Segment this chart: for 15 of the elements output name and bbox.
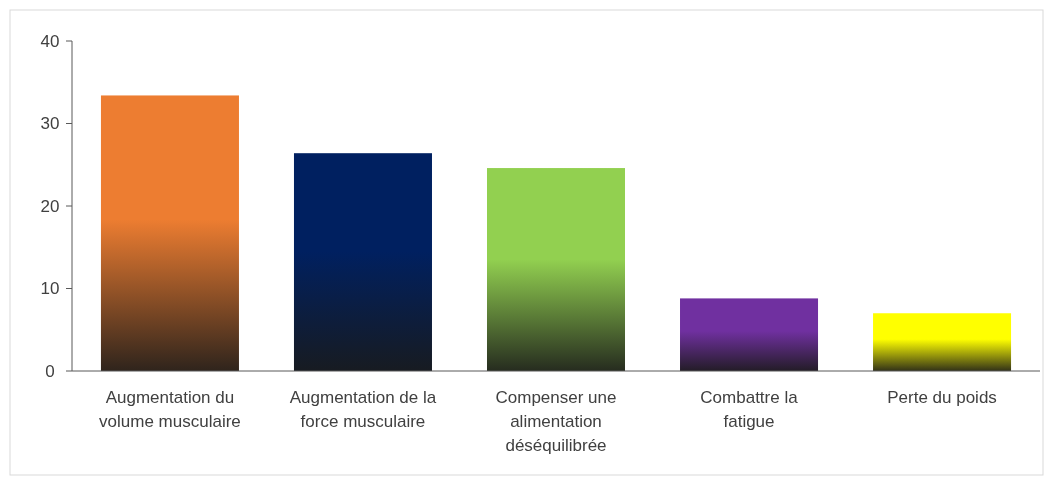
y-tick-label: 20 — [40, 196, 60, 216]
x-tick-label: Augmentation de la force musculaire — [289, 388, 437, 431]
y-tick-label: 0 — [45, 361, 55, 381]
y-tick-label: 10 — [40, 279, 60, 299]
bar — [293, 153, 432, 371]
bar — [487, 168, 626, 371]
y-tick-label: 40 — [40, 31, 60, 51]
x-tick-label: Combattre la fatigue — [700, 388, 799, 431]
x-tick-label: Augmentation du volume musculaire — [99, 388, 241, 431]
y-tick-label: 30 — [40, 114, 60, 134]
bar — [873, 313, 1012, 371]
x-tick-label: Compenser une alimentation déséquilibrée — [495, 388, 617, 455]
bar — [100, 95, 239, 371]
bar — [680, 298, 819, 371]
x-tick-label: Perte du poids — [887, 388, 997, 407]
